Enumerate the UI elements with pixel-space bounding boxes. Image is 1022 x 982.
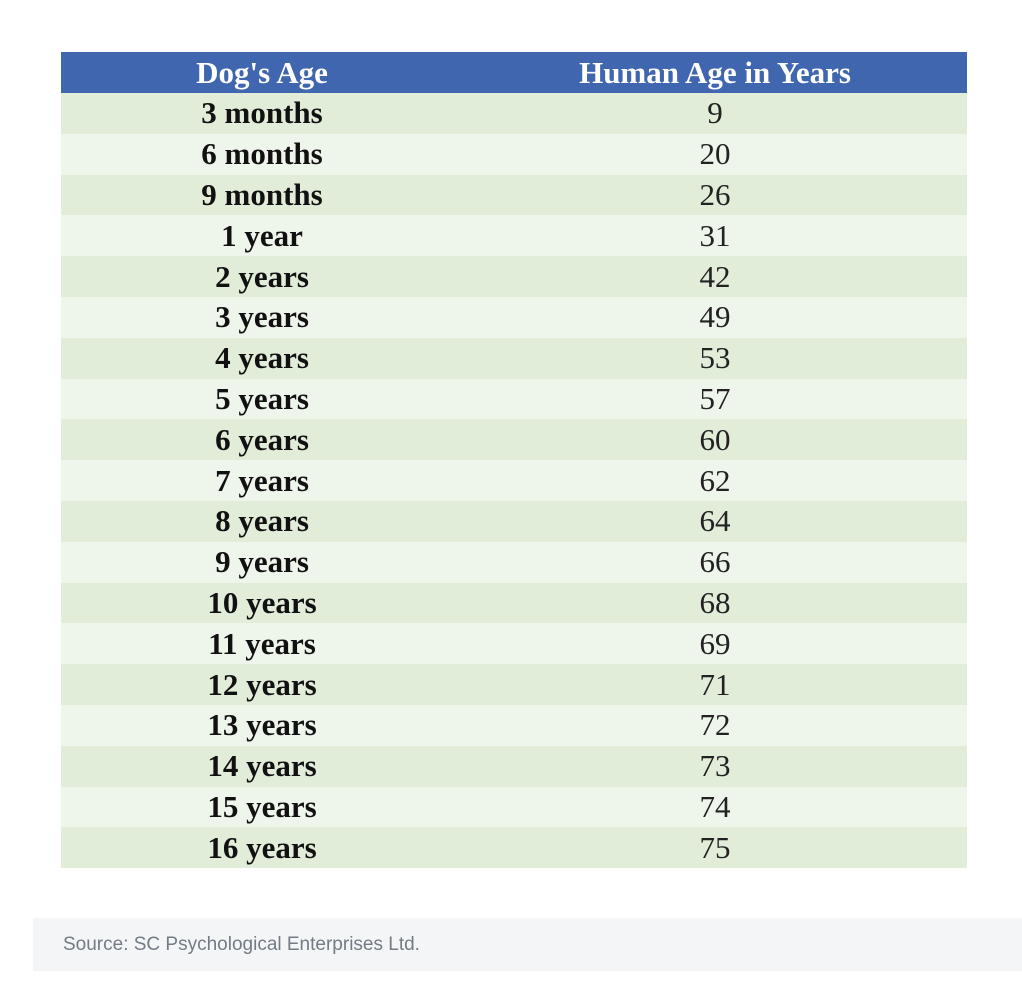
dog-age-cell: 9 years <box>215 544 309 580</box>
dog-age-cell: 1 year <box>221 217 303 253</box>
dog-age-cell: 7 years <box>215 462 309 498</box>
table-row: 9 months 26 <box>61 174 967 216</box>
human-age-cell: 69 <box>699 625 731 661</box>
dog-age-cell: 5 years <box>215 380 309 416</box>
header-human-age: Human Age in Years <box>579 55 851 90</box>
dog-age-cell: 2 years <box>215 258 309 294</box>
dog-age-cell: 10 years <box>207 584 317 620</box>
table-row: 13 years 72 <box>61 704 967 746</box>
human-age-cell: 49 <box>699 299 731 335</box>
dog-age-cell: 3 months <box>201 95 323 131</box>
human-age-cell: 73 <box>699 748 731 784</box>
dog-age-cell: 4 years <box>215 340 309 376</box>
human-age-cell: 57 <box>699 380 731 416</box>
dog-age-cell: 8 years <box>215 503 309 539</box>
dog-age-cell: 14 years <box>207 748 317 784</box>
table-row: 12 years 71 <box>61 664 967 705</box>
dog-age-cell: 11 years <box>208 625 316 661</box>
human-age-cell: 60 <box>699 421 731 457</box>
table-row: 8 years 64 <box>61 500 967 542</box>
human-age-cell: 42 <box>699 258 731 294</box>
table-row: 6 years 60 <box>61 419 967 461</box>
human-age-cell: 75 <box>699 829 731 865</box>
table-row: 14 years 73 <box>61 745 967 787</box>
human-age-cell: 9 <box>707 95 723 131</box>
table-row: 1 year 31 <box>61 215 967 257</box>
table-row: 11 years 69 <box>61 623 967 665</box>
human-age-cell: 26 <box>699 176 731 212</box>
table-row: 3 months 9 <box>61 93 967 134</box>
human-age-cell: 72 <box>699 707 731 743</box>
human-age-cell: 53 <box>699 340 731 376</box>
dog-age-cell: 12 years <box>207 666 317 702</box>
dog-age-cell: 6 months <box>201 136 323 172</box>
human-age-cell: 20 <box>699 136 731 172</box>
table-row: 15 years 74 <box>61 786 967 828</box>
source-caption: Source: SC Psychological Enterprises Ltd… <box>33 918 1022 971</box>
human-age-cell: 31 <box>699 217 731 253</box>
source-text: Source: SC Psychological Enterprises Ltd… <box>63 934 420 955</box>
human-age-cell: 68 <box>699 584 731 620</box>
table-row: 7 years 62 <box>61 460 967 501</box>
table-row: 6 months 20 <box>61 133 967 175</box>
dog-age-cell: 9 months <box>201 176 323 212</box>
dog-age-cell: 6 years <box>215 421 309 457</box>
table-body: 3 months 9 6 months 20 9 months 26 1 year 31 2 y… <box>61 93 967 869</box>
dog-age-cell: 3 years <box>215 299 309 335</box>
human-age-cell: 66 <box>699 544 731 580</box>
dog-age-cell: 16 years <box>207 829 317 865</box>
human-age-cell: 64 <box>699 503 731 539</box>
table-row: 10 years 68 <box>61 582 967 624</box>
table-row: 2 years 42 <box>61 256 967 297</box>
header-dogs-age: Dog's Age <box>196 55 328 90</box>
table-header-row: Dog's Age Human Age in Years <box>61 52 967 93</box>
table-row: 5 years 57 <box>61 378 967 420</box>
human-age-cell: 62 <box>699 462 731 498</box>
dog-age-cell: 13 years <box>207 707 317 743</box>
table-row: 3 years 49 <box>61 296 967 338</box>
table-row: 4 years 53 <box>61 337 967 379</box>
table-row: 16 years 75 <box>61 827 967 869</box>
human-age-cell: 74 <box>699 788 731 824</box>
human-age-cell: 71 <box>699 666 731 702</box>
dog-age-cell: 15 years <box>207 788 317 824</box>
table-row: 9 years 66 <box>61 541 967 583</box>
dog-age-table: Dog's Age Human Age in Years 3 months 9 6 … <box>61 52 967 869</box>
